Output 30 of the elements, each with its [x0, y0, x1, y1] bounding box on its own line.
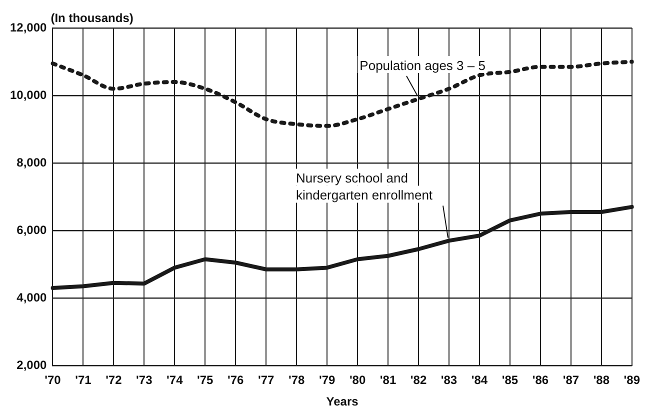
y-tick-label: 6,000: [16, 222, 48, 237]
x-tick-label: '77: [258, 373, 275, 388]
y-tick-label: 10,000: [10, 88, 48, 102]
x-tick-label: '76: [228, 373, 244, 388]
x-tick-label: '84: [471, 373, 488, 388]
series-label: Population ages 3 – 5: [360, 58, 486, 73]
x-tick-label: '78: [288, 373, 305, 388]
x-tick-label: '73: [136, 373, 153, 388]
x-tick-label: '74: [166, 373, 184, 388]
x-tick-label: '87: [562, 373, 580, 388]
x-tick-label: '88: [593, 373, 610, 388]
y-tick-label: 12,000: [10, 20, 48, 34]
x-tick-label: '72: [106, 373, 122, 388]
y-tick-label: 4,000: [16, 290, 48, 304]
x-tick-label: '82: [410, 373, 427, 388]
x-axis-title: Years: [326, 394, 359, 409]
y-axis-title: (In thousands): [50, 11, 134, 25]
x-tick-label: '71: [75, 373, 92, 388]
y-tick-label: 8,000: [16, 155, 48, 170]
x-tick-label: '75: [197, 373, 214, 388]
text: Nursery school and kindergarten enrollment: [296, 170, 433, 203]
x-tick-label: '83: [440, 373, 458, 388]
x-tick-label: '89: [624, 373, 640, 388]
x-tick-label: '79: [318, 373, 336, 388]
x-tick-label: '81: [380, 373, 396, 388]
x-tick-label: '70: [44, 373, 62, 388]
x-tick-label: '85: [502, 373, 518, 388]
x-tick-label: '86: [532, 373, 549, 388]
y-tick-label: 2,000: [16, 358, 48, 372]
x-tick-label: '80: [349, 373, 366, 388]
